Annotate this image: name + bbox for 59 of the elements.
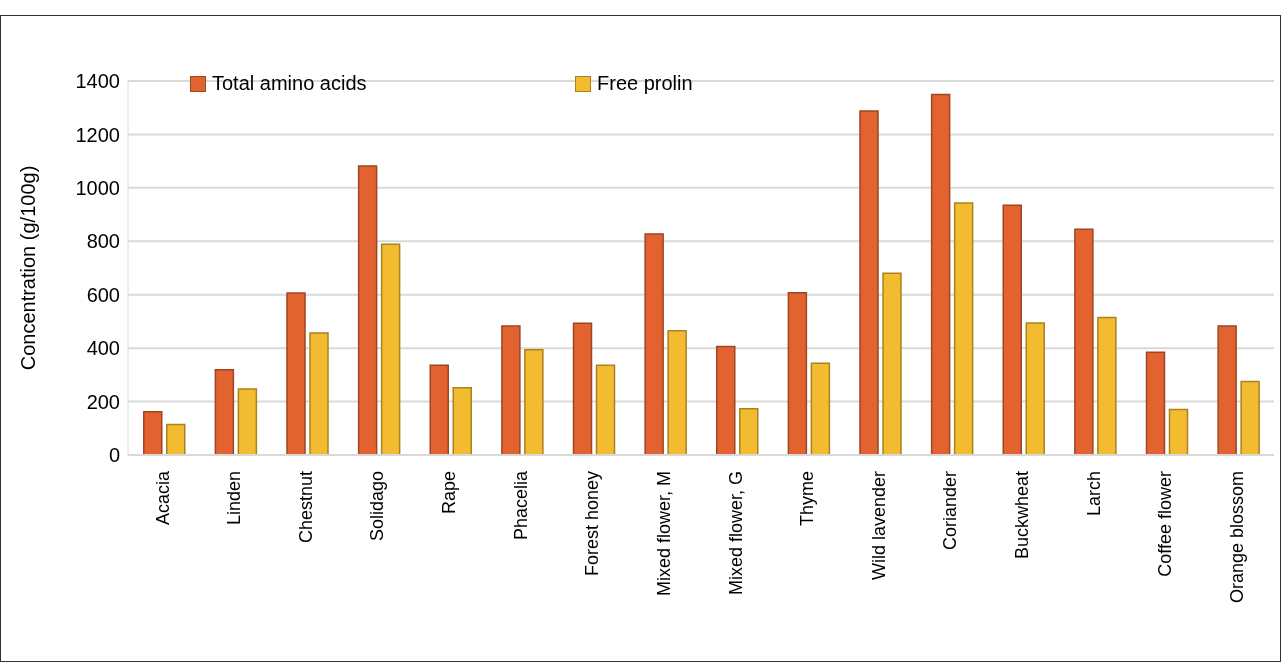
bar (166, 423, 186, 455)
bar (810, 362, 831, 455)
x-tick-label: Phacelia (510, 470, 531, 541)
bar (787, 292, 808, 455)
x-tick-label: Solidago (367, 471, 388, 542)
bar (716, 345, 736, 455)
bar (1002, 204, 1023, 455)
x-tick-label: Coriander (940, 471, 961, 551)
bar (214, 369, 235, 455)
bar (930, 93, 951, 455)
bar (1025, 322, 1046, 455)
y-tick-label: 800 (86, 230, 120, 253)
bar (882, 272, 902, 455)
bar (237, 388, 258, 455)
x-tick-label: Chestnut (295, 471, 316, 544)
bar (595, 364, 616, 455)
bar (644, 233, 664, 455)
bar (524, 349, 544, 455)
bar (1168, 408, 1189, 455)
bar (667, 330, 687, 455)
legend-label: Free prolin (597, 72, 693, 95)
bar (1074, 228, 1094, 455)
bar (739, 408, 759, 455)
bar (572, 322, 593, 455)
bar (1217, 325, 1237, 455)
bar (429, 364, 450, 455)
x-tick-label: Orange blossom (1226, 471, 1247, 604)
x-tick-label: Thyme (797, 471, 818, 527)
bar (286, 292, 306, 455)
bar (501, 325, 521, 455)
y-tick-label: 400 (86, 337, 120, 360)
x-tick-label: Wild lavender (868, 471, 889, 581)
x-tick-label: Coffee flower (1155, 471, 1176, 577)
x-tick-label: Acacia (152, 470, 173, 526)
x-tick-label: Linden (224, 471, 245, 526)
y-tick-label: 1400 (75, 70, 120, 93)
bar (1240, 380, 1260, 455)
bar (380, 243, 401, 455)
x-tick-label: Larch (1083, 471, 1104, 517)
y-tick-label: 1000 (75, 176, 120, 199)
bar (357, 165, 378, 455)
x-tick-label: Mixed flower, M (653, 471, 674, 597)
y-tick-label: 200 (86, 390, 120, 413)
bar (309, 332, 329, 455)
bar (1097, 316, 1117, 455)
x-tick-label: Rape (439, 471, 460, 515)
bar (953, 202, 974, 455)
y-tick-label: 1200 (75, 123, 120, 146)
legend-label: Total amino acids (212, 72, 367, 95)
bar (859, 110, 879, 455)
bar (143, 410, 163, 455)
x-tick-label: Buckwheat (1012, 471, 1033, 560)
y-tick-label: 0 (108, 444, 120, 467)
x-tick-label: Mixed flower, G (725, 471, 746, 596)
x-tick-label: Forest honey (582, 471, 603, 577)
y-tick-label: 600 (86, 283, 120, 306)
bar (452, 386, 473, 455)
bar (1145, 351, 1166, 455)
y-axis-title: Concentration (g/100g) (17, 165, 40, 371)
